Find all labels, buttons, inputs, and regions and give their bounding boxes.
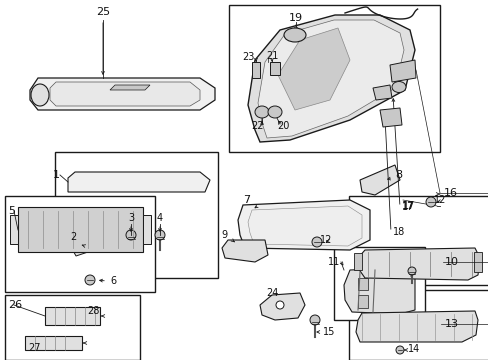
Text: 10: 10 (444, 257, 458, 267)
Text: 8: 8 (394, 170, 401, 180)
Polygon shape (353, 253, 361, 270)
Polygon shape (50, 82, 200, 106)
Polygon shape (357, 248, 479, 280)
Polygon shape (247, 206, 361, 246)
Bar (348, 290, 488, 360)
Polygon shape (278, 28, 349, 110)
Polygon shape (372, 85, 391, 100)
Text: 17: 17 (401, 202, 413, 212)
Polygon shape (238, 200, 369, 250)
Circle shape (311, 237, 321, 247)
Text: 5: 5 (8, 206, 15, 216)
Text: 2: 2 (70, 232, 76, 242)
Text: 18: 18 (392, 227, 405, 237)
Polygon shape (269, 62, 280, 75)
Polygon shape (10, 215, 18, 244)
Polygon shape (379, 108, 401, 127)
Text: 25: 25 (96, 7, 110, 17)
Polygon shape (389, 60, 415, 82)
Text: 24: 24 (265, 288, 278, 298)
Bar (333, 247, 424, 320)
Text: 9: 9 (222, 230, 227, 240)
Polygon shape (247, 15, 414, 142)
Circle shape (309, 315, 319, 325)
Ellipse shape (284, 28, 305, 42)
Text: 20: 20 (276, 121, 288, 131)
Ellipse shape (31, 84, 49, 106)
Bar (5, 295, 140, 360)
Bar (5, 196, 155, 292)
Polygon shape (357, 295, 367, 308)
Text: 1: 1 (53, 170, 60, 180)
Text: 26: 26 (8, 300, 22, 310)
Circle shape (126, 230, 136, 240)
Text: 21: 21 (265, 51, 278, 61)
Text: 7: 7 (243, 195, 249, 205)
Polygon shape (222, 240, 267, 262)
Text: 17: 17 (402, 201, 414, 211)
Circle shape (85, 275, 95, 285)
Text: 19: 19 (288, 13, 303, 23)
Ellipse shape (391, 81, 405, 93)
Polygon shape (68, 172, 209, 192)
Ellipse shape (267, 106, 282, 118)
Text: 15: 15 (323, 327, 335, 337)
Text: 17: 17 (401, 201, 413, 211)
Text: 22: 22 (251, 121, 264, 131)
Circle shape (395, 346, 403, 354)
Polygon shape (473, 252, 481, 272)
Text: 23: 23 (242, 52, 254, 62)
Text: 16: 16 (443, 188, 457, 198)
Text: 11: 11 (327, 257, 339, 267)
Text: 6: 6 (110, 276, 116, 286)
Circle shape (425, 197, 435, 207)
Bar (348, 196, 488, 285)
Polygon shape (45, 307, 100, 325)
Polygon shape (18, 207, 142, 252)
Polygon shape (258, 20, 403, 138)
Polygon shape (110, 85, 150, 90)
Polygon shape (142, 215, 151, 244)
Circle shape (407, 267, 415, 275)
Text: 12: 12 (319, 235, 332, 245)
Circle shape (155, 230, 164, 240)
Text: 12: 12 (433, 195, 446, 205)
Polygon shape (30, 78, 215, 110)
Polygon shape (251, 62, 260, 78)
Bar (55, 152, 218, 278)
Text: 27: 27 (28, 343, 41, 353)
Polygon shape (70, 238, 90, 256)
Ellipse shape (254, 106, 268, 118)
Polygon shape (343, 268, 414, 314)
Text: 28: 28 (87, 306, 99, 316)
Polygon shape (260, 293, 305, 320)
Bar (228, 5, 439, 152)
Polygon shape (359, 165, 399, 195)
Text: 13: 13 (444, 319, 458, 329)
Polygon shape (357, 278, 367, 290)
Polygon shape (25, 336, 82, 350)
Circle shape (275, 301, 284, 309)
Polygon shape (355, 311, 477, 342)
Text: 14: 14 (407, 344, 419, 354)
Text: 4: 4 (157, 213, 163, 223)
Text: 3: 3 (128, 213, 134, 223)
